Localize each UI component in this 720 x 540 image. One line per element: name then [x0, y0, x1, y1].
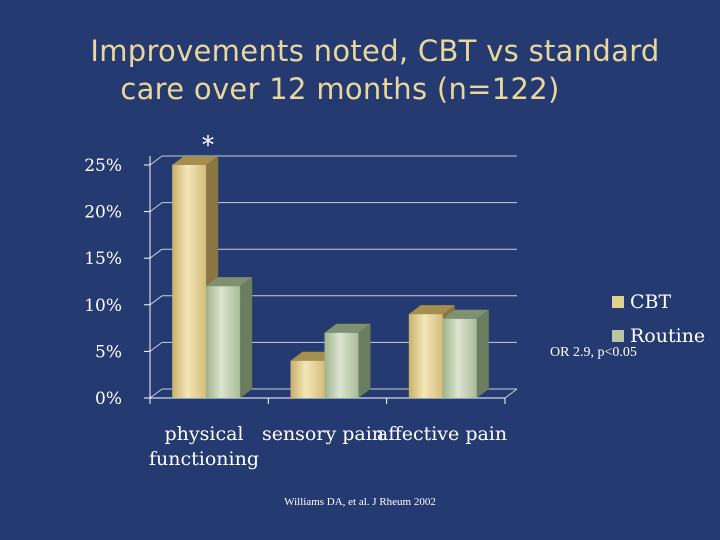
- gridline-depth: [149, 202, 163, 213]
- bar-routine: [324, 332, 359, 398]
- x-category-label-line: functioning: [149, 448, 259, 470]
- significance-marker: *: [202, 131, 214, 159]
- x-category-label: affective pain: [377, 423, 507, 445]
- bar-cbt: [172, 165, 207, 398]
- gridline-depth: [149, 295, 163, 306]
- bar-side-routine: [476, 309, 489, 398]
- x-category-label-line: physical: [164, 423, 243, 445]
- slide-title: Improvements noted, CBT vs standard care…: [0, 32, 720, 108]
- y-tick-label: 5%: [95, 342, 122, 362]
- bar-top-routine: [324, 323, 371, 333]
- gridline-depth: [149, 248, 163, 259]
- x-category-label-line: sensory pain: [262, 423, 384, 445]
- legend-swatch-routine: [612, 330, 624, 342]
- bar-side-routine: [358, 323, 371, 398]
- gridline-depth: [149, 155, 163, 166]
- legend-item-routine: Routine: [612, 325, 705, 347]
- bar-top-cbt: [172, 156, 219, 165]
- gridline-depth: [149, 341, 163, 352]
- x-axis-depth-line: [504, 388, 518, 399]
- bar-top-routine: [442, 309, 489, 319]
- bar-top-routine: [206, 277, 253, 287]
- x-category-label-line: affective pain: [377, 423, 507, 445]
- legend-label-routine: Routine: [630, 325, 706, 347]
- slide-title-line-2: care over 12 months (n=122): [120, 72, 560, 106]
- legend-label-cbt: CBT: [630, 291, 672, 313]
- x-category-label: physical functioning: [149, 423, 259, 470]
- odds-ratio-annotation: OR 2.9, p<0.05: [550, 345, 637, 360]
- y-tick-label: 0%: [95, 389, 122, 409]
- gridline-depth: [149, 388, 163, 399]
- slide-title-line-1: Improvements noted, CBT vs standard: [90, 34, 660, 68]
- bar-top-cbt: [408, 305, 455, 315]
- citation: Williams DA, et al. J Rheum 2002: [284, 496, 436, 508]
- bar-side-routine: [240, 277, 253, 398]
- legend-swatch-cbt: [612, 296, 624, 308]
- bar-routine: [442, 318, 477, 398]
- bars: [172, 156, 489, 398]
- bar-routine: [206, 286, 241, 398]
- bar-cbt: [408, 314, 443, 398]
- bar-cbt: [290, 360, 325, 398]
- y-tick-label: 20%: [84, 203, 122, 223]
- y-tick-label: 15%: [84, 249, 122, 269]
- y-tick-label: 25%: [84, 156, 122, 176]
- y-tick-label: 10%: [84, 296, 122, 316]
- y-axis-tick-labels: 0% 5% 10% 15% 20% 25%: [84, 156, 122, 409]
- legend-item-cbt: CBT: [612, 291, 671, 313]
- x-category-label: sensory pain: [262, 423, 384, 445]
